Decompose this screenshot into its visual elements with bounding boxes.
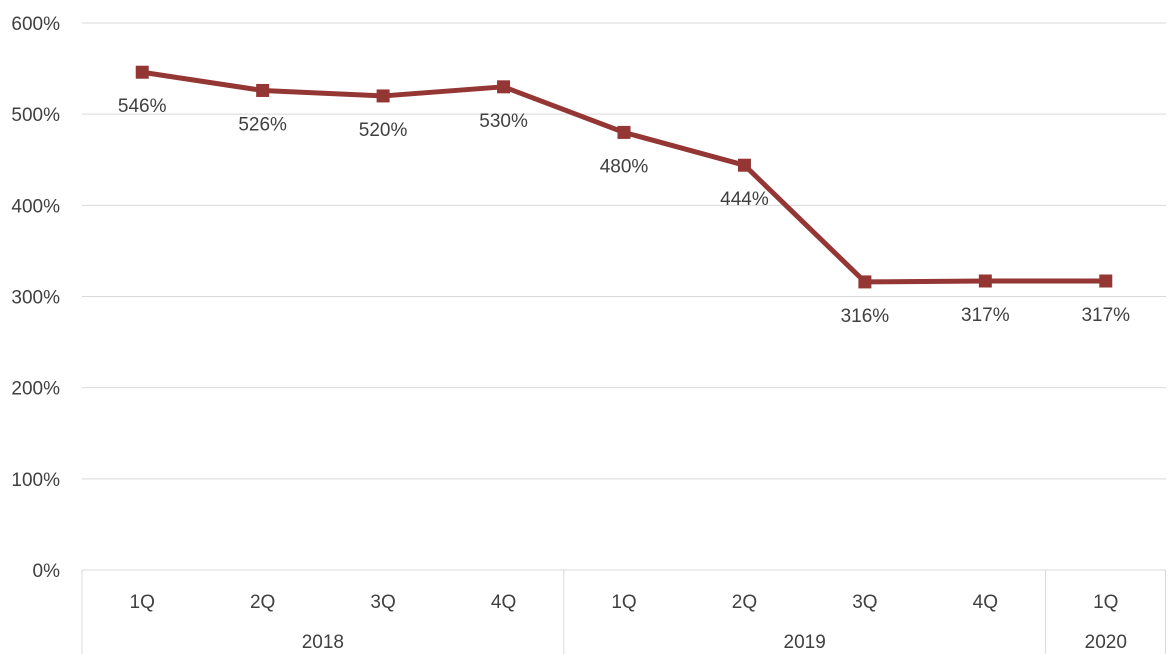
data-label: 444% <box>720 189 769 210</box>
y-tick-label: 300% <box>11 288 60 309</box>
y-axis: 0% 100% 200% 300% 400% 500% 600% <box>11 14 60 582</box>
x-tick-label: 1Q <box>611 592 636 613</box>
data-point-marker <box>376 89 390 103</box>
y-tick-label: 0% <box>33 561 61 582</box>
data-label: 317% <box>961 305 1010 326</box>
x-tick-label: 1Q <box>1093 592 1118 613</box>
series <box>135 65 1113 289</box>
data-point-marker <box>617 125 631 139</box>
data-label: 520% <box>359 120 408 141</box>
data-label: 530% <box>479 111 528 132</box>
y-tick-label: 100% <box>11 470 60 491</box>
data-point-marker <box>1099 274 1113 288</box>
x-tick-label: 2Q <box>732 592 757 613</box>
data-point-marker <box>135 65 149 79</box>
x-tick-label: 2Q <box>250 592 275 613</box>
x-tick-label: 1Q <box>130 592 155 613</box>
x-tick-label: 3Q <box>370 592 395 613</box>
data-point-marker <box>497 80 511 94</box>
data-point-marker <box>256 83 270 97</box>
data-label: 317% <box>1081 305 1130 326</box>
x-axis: 1Q 2Q 3Q 4Q 1Q 2Q 3Q 4Q 1Q 2018 2019 2020 <box>81 569 1166 654</box>
x-tick-label: 4Q <box>973 592 998 613</box>
x-tick-label: 3Q <box>852 592 877 613</box>
y-tick-label: 400% <box>11 196 60 217</box>
x-group-label: 2020 <box>1085 632 1127 653</box>
x-tick-label: 4Q <box>491 592 516 613</box>
data-label: 526% <box>238 114 287 135</box>
data-point-marker <box>737 158 751 172</box>
data-point-marker <box>858 275 872 289</box>
data-labels: 546% 526% 520% 530% 480% 444% 316% 317% 317% <box>118 96 1130 327</box>
data-point-marker <box>978 274 992 288</box>
gridlines <box>82 22 1166 480</box>
y-tick-label: 500% <box>11 105 60 126</box>
y-tick-label: 600% <box>11 14 60 35</box>
y-tick-label: 200% <box>11 379 60 400</box>
x-group-label: 2018 <box>302 632 344 653</box>
data-label: 546% <box>118 96 167 117</box>
x-group-label: 2019 <box>784 632 826 653</box>
data-label: 316% <box>841 306 890 327</box>
data-label: 480% <box>600 156 649 177</box>
